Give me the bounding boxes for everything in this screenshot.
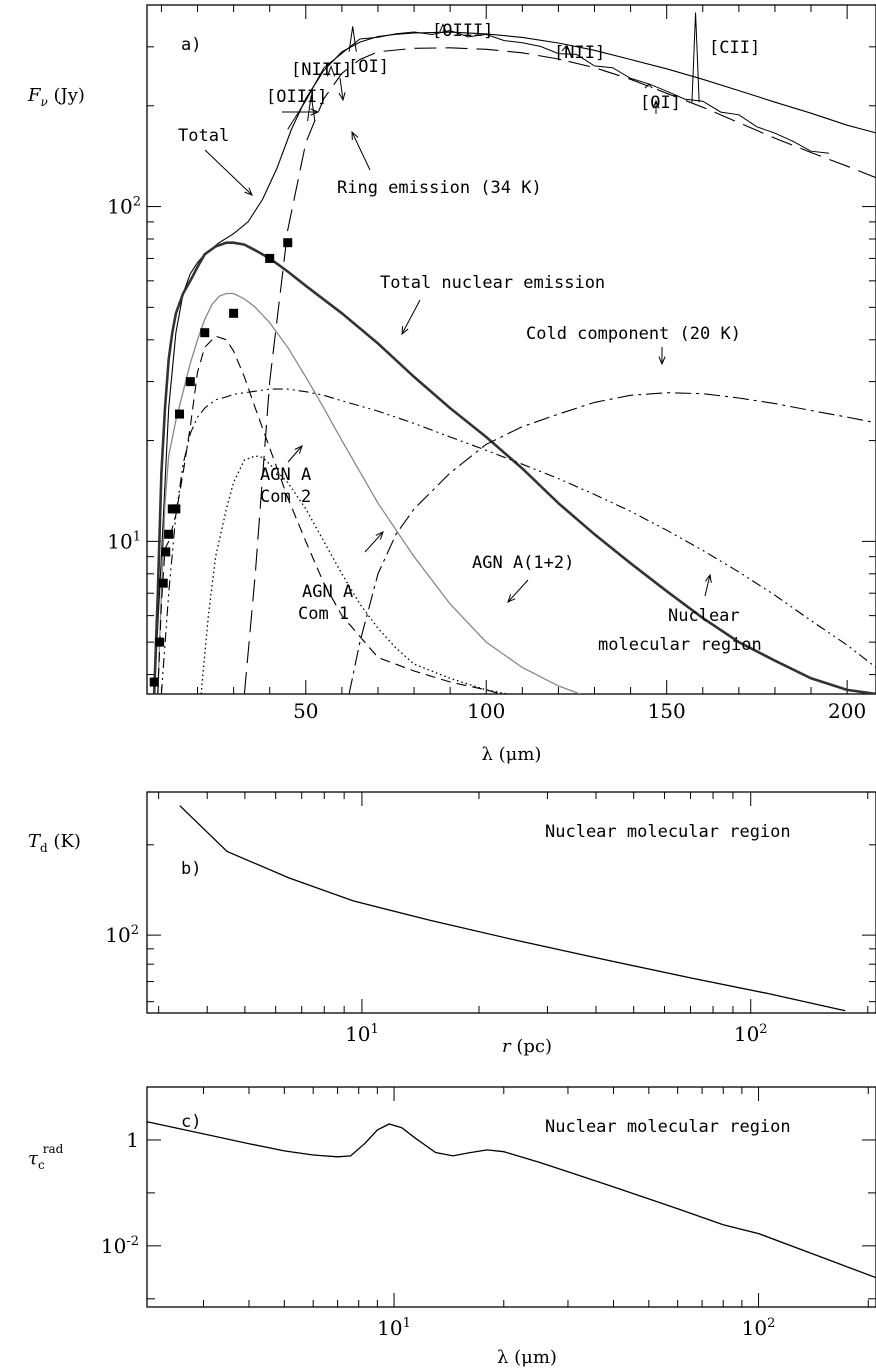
y-tick-label-b: 102	[105, 923, 139, 947]
x-tick-label-b: 101	[345, 1022, 379, 1046]
x-axis-label-a: λ (μm)	[482, 744, 542, 765]
arrow-niii	[339, 77, 344, 101]
emission-line-spike	[644, 83, 653, 89]
photometry-point	[283, 238, 293, 248]
series-line-agn_a_1_2	[157, 292, 581, 694]
label-c-region: Nuclear molecular region	[545, 1117, 791, 1137]
line-label-oi-2: [OI]	[640, 93, 681, 113]
series-line-ring	[243, 47, 876, 694]
arrow-total	[204, 149, 253, 196]
label-agn-a12: AGN A(1+2)	[472, 553, 574, 573]
photometry-point	[161, 547, 171, 557]
label-total-nuclear: Total nuclear emission	[380, 273, 605, 293]
line-label-cii: [CII]	[709, 38, 760, 58]
label-agn-com2-l1: AGN A	[260, 465, 311, 485]
y-axis-label-a: Fν (Jy)	[27, 85, 85, 109]
arrow-agn-com2-head	[294, 445, 303, 454]
label-agn-com1-l2: Com 1	[298, 604, 349, 624]
arrow-niii-head	[338, 92, 346, 102]
arrow-ring	[351, 131, 371, 171]
x-tick-label-b: 102	[734, 1022, 768, 1046]
arrow-total-nuclear	[401, 299, 421, 335]
plot-frame-b	[146, 791, 876, 1014]
y-tick-label-c: 1	[126, 1128, 139, 1152]
emission-line-spike	[348, 26, 357, 52]
label-nmr-l2: molecular region	[598, 635, 762, 655]
panel-a: 50 100 150 200 101 102 λ (μm) Fν (Jy) a) Total Rin…	[27, 4, 876, 765]
arrow-nmr-head	[704, 573, 712, 583]
arrow-agn-com1-head	[375, 531, 384, 540]
arrow-cold-head	[658, 356, 666, 366]
x-tick-label-c: 101	[377, 1316, 411, 1340]
plot-frame-a	[146, 4, 876, 695]
line-label-oiii-1: [OIII]	[266, 87, 327, 107]
x-tick-label-a: 150	[648, 699, 686, 723]
y-tick-label-a: 101	[107, 529, 141, 553]
photometry-point	[174, 409, 184, 419]
x-axis-label-b: r (pc)	[502, 1036, 552, 1057]
photometry-point	[155, 637, 165, 647]
panel-label-b: b)	[181, 859, 201, 879]
arrow-agn-com2	[287, 445, 303, 463]
photometry-point	[149, 677, 159, 687]
series-line-total	[153, 31, 876, 694]
x-tick-label-a: 50	[293, 699, 318, 723]
arrow-oiii-1-head	[310, 108, 320, 116]
photometry-point	[164, 529, 174, 539]
label-agn-com2-l2: Com 2	[260, 487, 311, 507]
photometry-point	[265, 253, 275, 263]
panel-c: 101 102 1 10-2 Nuclear molecular region c) λ (…	[28, 1086, 876, 1368]
arrow-ring-head	[351, 130, 359, 141]
line-label-nii: [NII]	[554, 43, 605, 63]
label-ring: Ring emission (34 K)	[337, 178, 542, 198]
arrow-total-head	[244, 187, 253, 196]
x-tick-label-a: 100	[467, 699, 505, 723]
photometry-point	[185, 377, 195, 387]
arrow-total-nuclear-head	[401, 325, 409, 336]
emission-line-spike	[438, 23, 448, 34]
label-agn-com1-l1: AGN A	[302, 582, 353, 602]
arrow-agn-a12	[507, 579, 529, 603]
arrow-oi-2-head	[652, 99, 660, 109]
photometry-point	[171, 504, 181, 514]
series-line-tau	[146, 1121, 876, 1279]
arrow-agn-a12-head	[507, 594, 516, 603]
x-axis-label-c: λ (μm)	[497, 1347, 557, 1368]
panel-label-a: a)	[181, 35, 201, 55]
plot-frame-c	[146, 1086, 876, 1308]
arrow-nmr	[704, 574, 711, 597]
emission-line-spike	[691, 12, 700, 103]
x-tick-label-a: 200	[828, 699, 866, 723]
line-label-oi-1: [OI]	[348, 57, 389, 77]
emission-line-spike	[561, 46, 570, 52]
series-line-agn_a_com1	[157, 335, 501, 694]
panel-b: 101 102 102 Nuclear molecular region b) r (pc…	[28, 791, 876, 1057]
line-label-niii: [NIII]	[291, 60, 352, 80]
panel-label-c: c)	[181, 1112, 201, 1132]
emission-line-spike	[326, 65, 336, 77]
x-tick-label-c: 102	[742, 1316, 776, 1340]
series-group-a	[149, 12, 876, 694]
y-tick-label-a: 102	[107, 195, 141, 219]
label-nmr-l1: Nuclear	[668, 606, 740, 626]
series-line-nuclear_molecular	[160, 388, 876, 694]
y-tick-label-c: 10-2	[101, 1234, 139, 1258]
y-axis-label-b: Td (K)	[28, 831, 81, 855]
arrow-agn-com1	[364, 531, 384, 553]
line-label-oiii-2: [OIII]	[432, 21, 493, 41]
series-line-cold	[348, 392, 876, 694]
series-line-total_nuclear	[152, 241, 876, 694]
series-line-td	[179, 805, 846, 1012]
series-line-observed_spectrum	[287, 29, 830, 154]
photometry-point	[229, 308, 239, 318]
label-total: Total	[178, 126, 229, 146]
y-axis-label-c: τcrad	[28, 1142, 64, 1172]
label-cold: Cold component (20 K)	[526, 324, 741, 344]
label-b-region: Nuclear molecular region	[545, 822, 791, 842]
photometry-point	[158, 578, 168, 588]
photometry-point	[200, 328, 210, 338]
